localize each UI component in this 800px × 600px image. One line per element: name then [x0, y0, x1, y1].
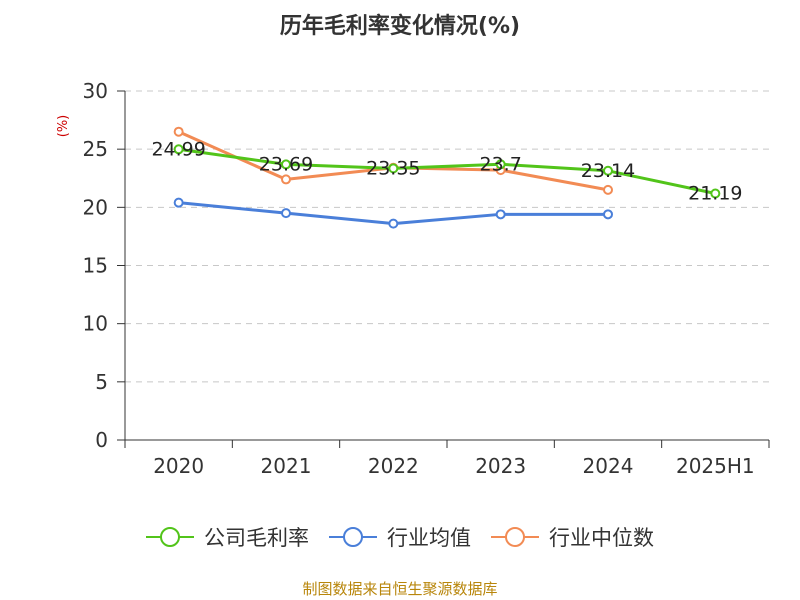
- data-label: 23.35: [366, 157, 420, 179]
- x-tick-label: 2023: [475, 454, 526, 478]
- data-point: [281, 174, 291, 185]
- series-line: [178, 147, 716, 195]
- data-point: [710, 188, 721, 199]
- data-point: [173, 197, 184, 208]
- data-label: 23.7: [480, 153, 522, 175]
- legend-item[interactable]: 公司毛利率: [146, 526, 309, 550]
- data-point: [388, 163, 399, 174]
- y-tick-label: 20: [83, 195, 108, 219]
- x-tick-label: 2021: [261, 454, 312, 478]
- data-point: [173, 126, 184, 137]
- y-axis-unit-label: (%): [56, 115, 71, 138]
- data-point: [173, 144, 184, 155]
- legend-marker: [343, 527, 363, 547]
- data-point: [281, 159, 291, 170]
- legend-label: 行业中位数: [549, 526, 654, 550]
- axes: [117, 90, 770, 448]
- legend-label: 行业均值: [387, 526, 471, 550]
- data-point: [495, 159, 506, 170]
- y-tick-label: 5: [95, 370, 108, 394]
- chart-title: 历年毛利率变化情况(%): [280, 13, 520, 39]
- data-point: [603, 209, 613, 220]
- gridlines: [125, 90, 769, 383]
- y-tick-label: 15: [83, 254, 108, 278]
- data-point: [495, 209, 506, 220]
- legend[interactable]: 公司毛利率 行业均值 行业中位数: [146, 526, 654, 550]
- data-label: 23.14: [581, 160, 635, 182]
- data-label: 23.69: [259, 153, 313, 175]
- data-point: [603, 165, 613, 176]
- legend-item[interactable]: 行业中位数: [491, 526, 654, 550]
- data-point: [603, 184, 613, 195]
- x-tick-label: 2024: [583, 454, 634, 478]
- series-lines: [173, 126, 721, 229]
- x-tick-label: 2025H1: [676, 454, 755, 478]
- legend-item[interactable]: 行业均值: [329, 526, 471, 550]
- y-tick-label: 0: [95, 428, 108, 452]
- data-label: 21.19: [688, 182, 742, 204]
- y-tick-label: 25: [83, 137, 108, 161]
- tick-labels: 0 5 10 15 20 25 30 2020 2021 2022 2023 2024 2025H1: [83, 79, 755, 478]
- data-point: [388, 218, 399, 229]
- x-tick-label: 2020: [153, 454, 204, 478]
- legend-label: 公司毛利率: [204, 526, 309, 550]
- data-labels: 24.99 23.69 23.35 23.7 23.14 21.19: [151, 138, 742, 204]
- y-tick-label: 10: [83, 312, 108, 336]
- data-point: [281, 208, 291, 219]
- data-label: 24.99: [151, 138, 205, 160]
- legend-marker: [505, 527, 525, 547]
- y-tick-label: 30: [83, 79, 108, 103]
- source-note: 制图数据来自恒生聚源数据库: [302, 580, 497, 598]
- x-tick-label: 2022: [368, 454, 419, 478]
- legend-marker: [160, 527, 180, 547]
